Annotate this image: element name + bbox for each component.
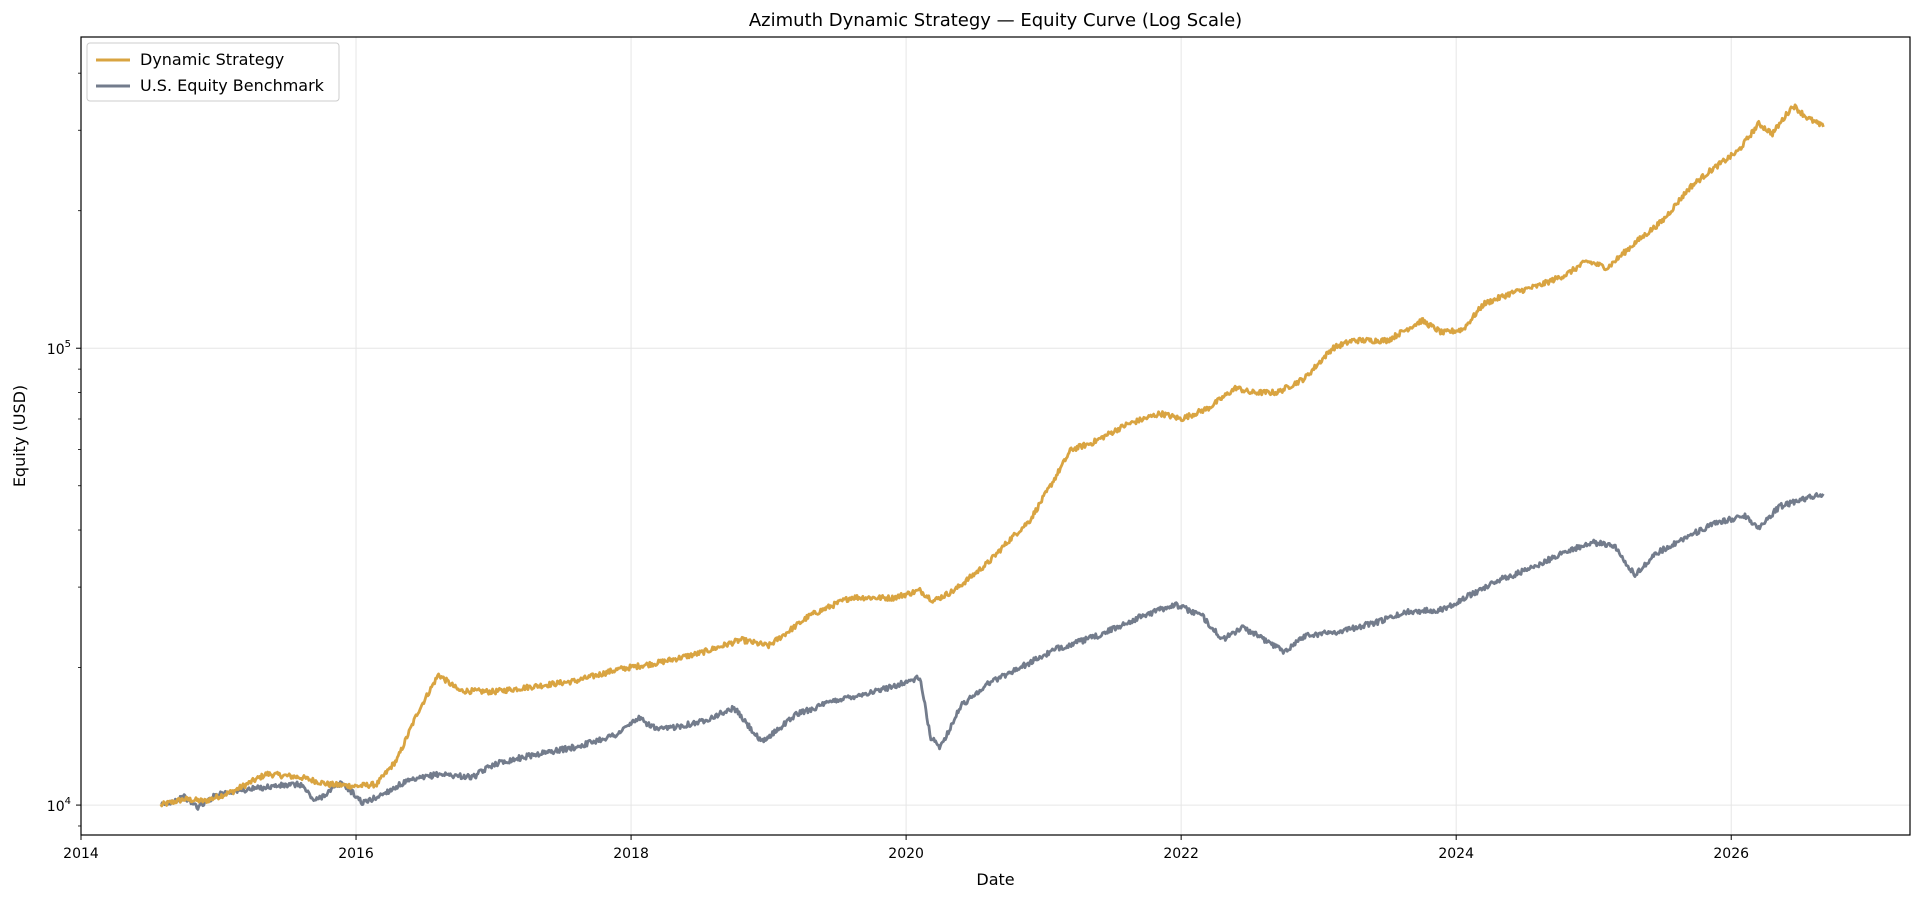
- legend-box: [86, 42, 340, 102]
- series-lines: [159, 103, 1825, 811]
- x-tick-label: 2026: [1713, 846, 1749, 862]
- x-tick-label: 2022: [1163, 846, 1199, 862]
- plot-frame: [80, 36, 1911, 836]
- chart-title: Azimuth Dynamic Strategy — Equity Curve …: [749, 10, 1242, 31]
- x-tick-label: 2018: [613, 846, 649, 862]
- u-s-equity-benchmark-line: [160, 492, 1825, 811]
- legend: Dynamic Strategy U.S. Equity Benchmark: [86, 42, 340, 102]
- y-axis-label: Equity (USD): [10, 385, 29, 487]
- axis-ticks: 2014 2016 2018 2020 2022 2024 2026 104 105: [47, 72, 1749, 862]
- x-tick-label: 2024: [1438, 846, 1474, 862]
- x-tick-label: 2020: [888, 846, 924, 862]
- legend-label-dynamic-strategy: Dynamic Strategy: [140, 50, 284, 69]
- y-tick-label: 104: [47, 796, 71, 815]
- dynamic-strategy-line: [159, 103, 1825, 808]
- x-tick-label: 2016: [338, 846, 374, 862]
- gridlines: [80, 37, 1910, 835]
- y-tick-label: 105: [47, 339, 71, 358]
- legend-label-u-s-equity-benchmark: U.S. Equity Benchmark: [140, 76, 325, 95]
- x-tick-label: 2014: [63, 846, 99, 862]
- x-axis-label: Date: [976, 870, 1014, 889]
